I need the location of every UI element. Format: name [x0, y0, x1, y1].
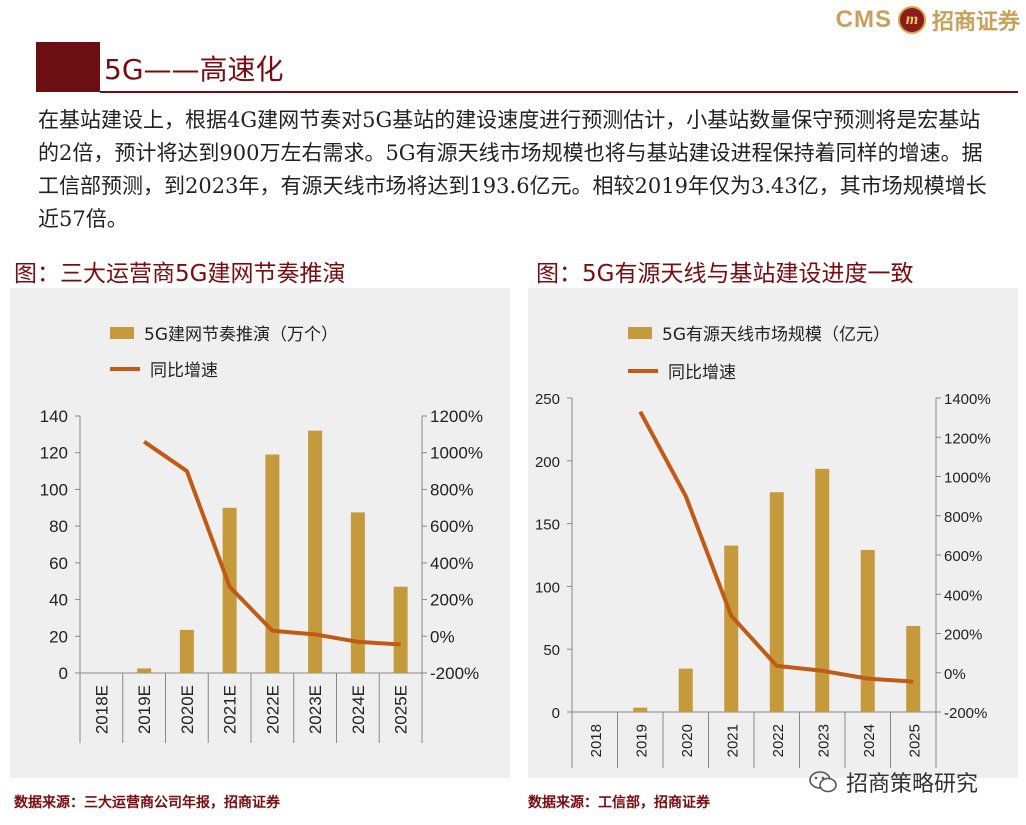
y-tick-label-right: -200% — [944, 705, 987, 722]
logo-cms-text: CMS — [835, 6, 892, 33]
legend-line-label: 同比增速 — [150, 361, 218, 381]
brand-logo: CMS m 招商证券 — [836, 4, 1020, 36]
x-tick-label: 2023 — [815, 724, 832, 757]
legend-bar-label: 5G建网节奏推演（万个） — [144, 325, 338, 345]
y-tick-label-right: 800% — [944, 509, 982, 526]
x-tick-label: 2019E — [135, 685, 154, 734]
chart-svg-left: 0 20 40 60 80 100 120 140 -200% 0% 200% 400% 600% 800… — [40, 407, 483, 743]
chart-panel-right: 5G有源天线市场规模（亿元） 同比增速 0 50 100 150 200 250 -200%… — [528, 288, 1018, 778]
legend-line-swatch — [628, 368, 658, 373]
y-tick-label-right: 0% — [944, 666, 966, 683]
logo-emblem-icon: m — [897, 6, 926, 34]
x-tick-label: 2022 — [770, 724, 787, 757]
title-accent-block — [36, 42, 100, 92]
chart-panel-left: 5G建网节奏推演（万个） 同比增速 0 20 40 60 80 100 120 140 -200… — [10, 288, 510, 778]
legend-line-right: 同比增速 — [628, 358, 736, 383]
y-tick-label-left: 250 — [535, 391, 560, 408]
x-tick-label: 2025 — [906, 724, 923, 757]
y-tick-label-left: 200 — [535, 454, 560, 471]
y-tick-label-left: 80 — [49, 517, 68, 536]
bar — [265, 454, 280, 673]
body-paragraph: 在基站建设上，根据4G建网节奏对5G基站的建设速度进行预测估计，小基站数量保守预… — [38, 108, 987, 231]
title-divider — [100, 91, 1018, 93]
legend-line-label: 同比增速 — [668, 363, 736, 383]
legend-bar-right: 5G有源天线市场规模（亿元） — [628, 320, 890, 345]
chart-title-right: 图：5G有源天线与基站建设进度一致 — [536, 261, 914, 287]
x-tick-label: 2025E — [392, 685, 411, 734]
y-tick-label-left: 150 — [535, 517, 560, 534]
source-right: 数据来源：工信部，招商证券 — [528, 795, 710, 811]
chart-svg-right: 0 50 100 150 200 250 -200% 0% 200% 400% 600% 800% 10… — [535, 391, 991, 768]
y-tick-label-right: 600% — [430, 517, 473, 536]
bar — [222, 507, 237, 673]
legend-bar-swatch — [628, 326, 652, 339]
logo-company-name: 招商证券 — [931, 9, 1020, 35]
y-tick-label-right: 1000% — [430, 444, 483, 463]
bar — [633, 707, 648, 712]
wechat-watermark: 招商策略研究 — [808, 766, 978, 798]
legend-bar-left: 5G建网节奏推演（万个） — [110, 320, 338, 345]
x-tick-label: 2021E — [221, 685, 240, 734]
y-tick-label-left: 140 — [40, 407, 68, 426]
x-tick-label: 2019 — [633, 724, 650, 757]
chart-title-left: 图：三大运营商5G建网节奏推演 — [14, 261, 346, 287]
x-tick-label: 2024E — [349, 685, 368, 734]
y-tick-label-left: 40 — [49, 591, 68, 610]
y-tick-label-right: -200% — [430, 664, 479, 683]
y-tick-label-left: 60 — [49, 554, 68, 573]
y-tick-label-right: 1000% — [944, 470, 991, 487]
y-tick-label-left: 0 — [59, 664, 68, 683]
x-tick-label: 2018 — [588, 724, 605, 757]
x-tick-label: 2024 — [861, 724, 878, 757]
y-tick-label-right: 1200% — [944, 430, 991, 447]
bar — [179, 629, 194, 673]
x-tick-label: 2018E — [92, 685, 111, 734]
y-tick-label-right: 400% — [944, 587, 982, 604]
wechat-icon — [809, 771, 837, 793]
x-tick-label: 2023E — [306, 685, 325, 734]
bar — [769, 492, 784, 712]
legend-bar-swatch — [110, 326, 134, 339]
y-tick-label-left: 0 — [552, 705, 560, 722]
y-tick-label-right: 600% — [944, 548, 982, 565]
bar — [308, 430, 323, 673]
bar — [815, 468, 830, 712]
y-tick-label-right: 200% — [944, 627, 982, 644]
y-tick-label-left: 120 — [40, 444, 68, 463]
bar — [678, 668, 693, 712]
y-tick-label-left: 100 — [40, 480, 68, 499]
legend-bar-label: 5G有源天线市场规模（亿元） — [662, 325, 890, 345]
bar — [350, 512, 365, 673]
y-tick-label-left: 50 — [543, 642, 560, 659]
y-tick-label-right: 1200% — [430, 407, 483, 426]
bar — [393, 586, 408, 673]
bar — [860, 549, 875, 712]
y-tick-label-right: 0% — [430, 627, 455, 646]
bar — [906, 625, 921, 712]
legend-line-swatch — [110, 366, 140, 371]
legend-line-left: 同比增速 — [110, 356, 218, 381]
bar — [137, 668, 152, 673]
x-tick-label: 2020 — [679, 724, 696, 757]
y-tick-label-left: 100 — [535, 579, 560, 596]
source-left: 数据来源：三大运营商公司年报，招商证券 — [14, 795, 280, 811]
watermark-text: 招商策略研究 — [846, 772, 979, 797]
y-tick-label-left: 20 — [49, 627, 68, 646]
y-tick-label-right: 1400% — [944, 391, 991, 408]
bar — [724, 545, 739, 712]
x-tick-label: 2022E — [263, 685, 282, 734]
x-tick-label: 2020E — [178, 685, 197, 734]
x-tick-label: 2021 — [724, 724, 741, 757]
y-tick-label-right: 800% — [430, 480, 473, 499]
y-tick-label-right: 200% — [430, 591, 473, 610]
page-title: 5G——高速化 — [104, 53, 284, 86]
y-tick-label-right: 400% — [430, 554, 473, 573]
